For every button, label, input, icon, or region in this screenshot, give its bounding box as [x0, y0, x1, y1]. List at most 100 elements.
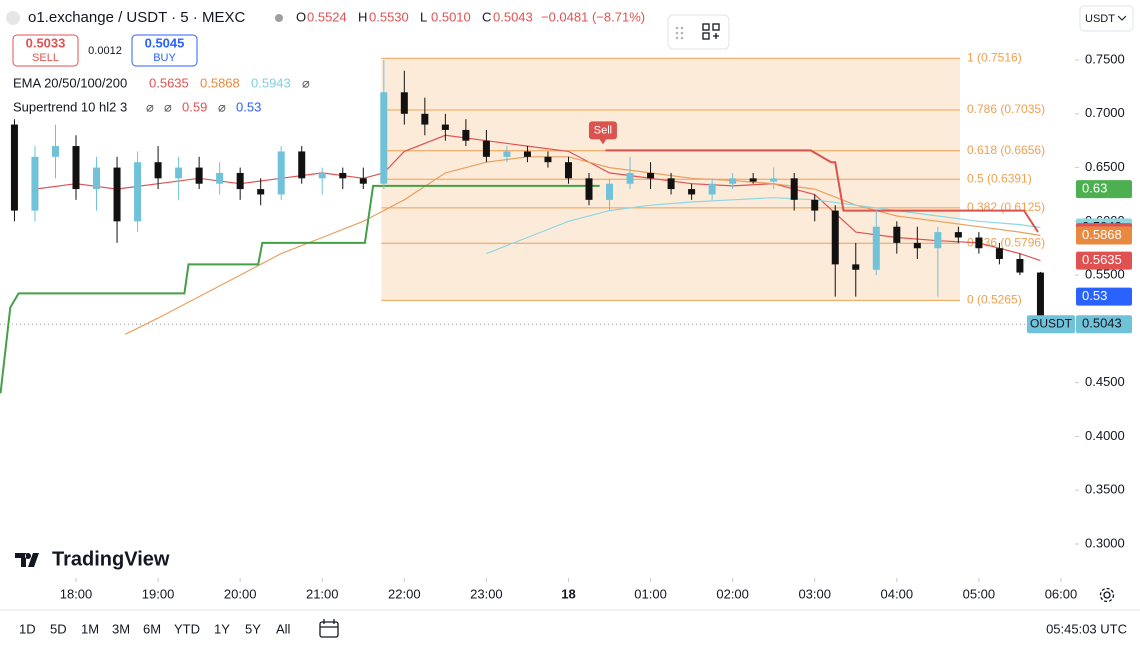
- candle-body: [975, 237, 983, 249]
- ohlc-key: H: [358, 9, 367, 24]
- candle-body: [441, 124, 449, 130]
- status-dot: [275, 14, 283, 22]
- price-marker-label: 0.63: [1082, 181, 1107, 196]
- x-tick-label: 23:00: [470, 586, 503, 601]
- candle-body: [523, 151, 531, 157]
- fib-label: 1 (0.7516): [967, 50, 1022, 64]
- brand-name: TradingView: [52, 548, 170, 570]
- signal-label: Sell: [594, 124, 612, 136]
- timeframe-button[interactable]: All: [276, 621, 291, 636]
- last-price-label: 0.5043: [1082, 316, 1122, 331]
- spread: 0.0012: [88, 45, 122, 57]
- currency-select[interactable]: [1079, 5, 1134, 32]
- price-marker-label: 0.5635: [1082, 252, 1122, 267]
- symbol-title: o1.exchange / USDT · 5 · MEXC: [28, 9, 245, 26]
- candle-body: [503, 151, 511, 157]
- candle-body: [318, 172, 326, 179]
- price-marker: [1076, 180, 1132, 199]
- ohlc-value: 0.5524: [307, 9, 347, 24]
- candle-body: [216, 172, 224, 184]
- price-marker: [1076, 287, 1132, 306]
- sell-label: SELL: [32, 52, 59, 64]
- candle-body: [1036, 272, 1044, 325]
- candle-body: [113, 167, 121, 222]
- candle-body: [831, 210, 839, 265]
- candle-body: [749, 178, 757, 182]
- timeframe-button[interactable]: 6M: [143, 621, 161, 636]
- fib-label: 0.618 (0.6656): [967, 143, 1045, 157]
- timeframe-button[interactable]: YTD: [174, 621, 200, 636]
- candle-body: [811, 199, 819, 211]
- legend-value: ⌀: [302, 75, 310, 90]
- timeframe-button[interactable]: 1Y: [214, 621, 230, 636]
- timeframe-button[interactable]: 5Y: [245, 621, 261, 636]
- candle-body: [257, 189, 265, 195]
- signal-box: [588, 121, 617, 140]
- candle-body: [954, 232, 962, 238]
- candle-body: [852, 264, 860, 270]
- candle-body: [872, 226, 880, 270]
- legend-value: 0.53: [236, 99, 261, 114]
- legend-value: ⌀: [146, 99, 154, 114]
- price-marker: [1076, 226, 1132, 245]
- plot-area: 1 (0.7516) 0.786 (0.7035) 0.618 (0.6656) 0.…: [0, 50, 1075, 394]
- y-tick-label: 0.7000: [1085, 105, 1125, 120]
- candle-body: [708, 183, 716, 195]
- last-price-name: OUSDT: [1030, 316, 1073, 330]
- y-tick-label: 0.4500: [1085, 374, 1125, 389]
- y-tick-label: 0.3500: [1085, 482, 1125, 497]
- object-tree-icon[interactable]: [702, 23, 720, 40]
- signal-pointer: [598, 138, 607, 145]
- y-tick-label: 0.4000: [1085, 428, 1125, 443]
- fib-label: 0.5 (0.6391): [967, 171, 1032, 185]
- timeframe-button[interactable]: 1D: [19, 621, 36, 636]
- candle-body: [564, 162, 572, 179]
- candle-body: [10, 124, 18, 211]
- fib-label: 0.786 (0.7035): [967, 102, 1045, 116]
- date-range-icon[interactable]: [319, 619, 339, 638]
- sell-button[interactable]: [12, 34, 79, 67]
- candle-body: [298, 151, 306, 179]
- candle-body: [606, 183, 614, 200]
- x-tick-label: 04:00: [881, 586, 914, 601]
- candle-body: [790, 178, 798, 200]
- x-tick-label: 18:00: [60, 586, 93, 601]
- candle-body: [995, 248, 1003, 259]
- candle-body: [647, 172, 655, 179]
- ema-legend-label: EMA 20/50/100/200: [13, 75, 127, 90]
- sell-price: 0.5033: [26, 35, 66, 50]
- x-tick-label: 18: [561, 586, 575, 601]
- legend-value: ⌀: [218, 99, 226, 114]
- supertrend-legend-values: ⌀ ⌀ 0.59 ⌀ 0.53: [146, 99, 261, 114]
- x-tick-label: 01:00: [634, 586, 667, 601]
- candle-body: [380, 92, 388, 184]
- timeframe-button[interactable]: 1M: [81, 621, 99, 636]
- indicator-line: [605, 149, 1039, 233]
- legend-value: 0.5868: [200, 75, 240, 90]
- ohlc-key: L: [420, 9, 427, 24]
- buy-button[interactable]: [131, 34, 198, 67]
- timeframe-button[interactable]: 3M: [112, 621, 130, 636]
- y-tick-label: 0.6500: [1085, 159, 1125, 174]
- y-tick-label: 0.5500: [1085, 267, 1125, 282]
- x-tick-label: 19:00: [142, 586, 175, 601]
- candle-body: [462, 129, 470, 141]
- x-tick-label: 20:00: [224, 586, 257, 601]
- candle-body: [154, 162, 162, 179]
- settings-icon[interactable]: [1099, 587, 1115, 603]
- candle-body: [913, 242, 921, 249]
- ema-legend-values: 0.5635 0.5868 0.5943 ⌀: [149, 75, 310, 90]
- candle-body: [544, 156, 552, 163]
- indicator-line: [125, 156, 1041, 335]
- candle-body: [1016, 258, 1024, 273]
- x-tick-label: 02:00: [716, 586, 749, 601]
- candle-body: [195, 167, 203, 184]
- x-tick-label: 22:00: [388, 586, 421, 601]
- tradingview-logo: [15, 553, 39, 567]
- last-price-name-box: [1027, 315, 1075, 334]
- candle-body: [72, 146, 80, 190]
- timeframe-button[interactable]: 5D: [50, 621, 67, 636]
- ohlc-value: 0.5010: [431, 9, 471, 24]
- ohlc-key: O: [296, 9, 306, 24]
- indicator-line: [0, 184, 600, 394]
